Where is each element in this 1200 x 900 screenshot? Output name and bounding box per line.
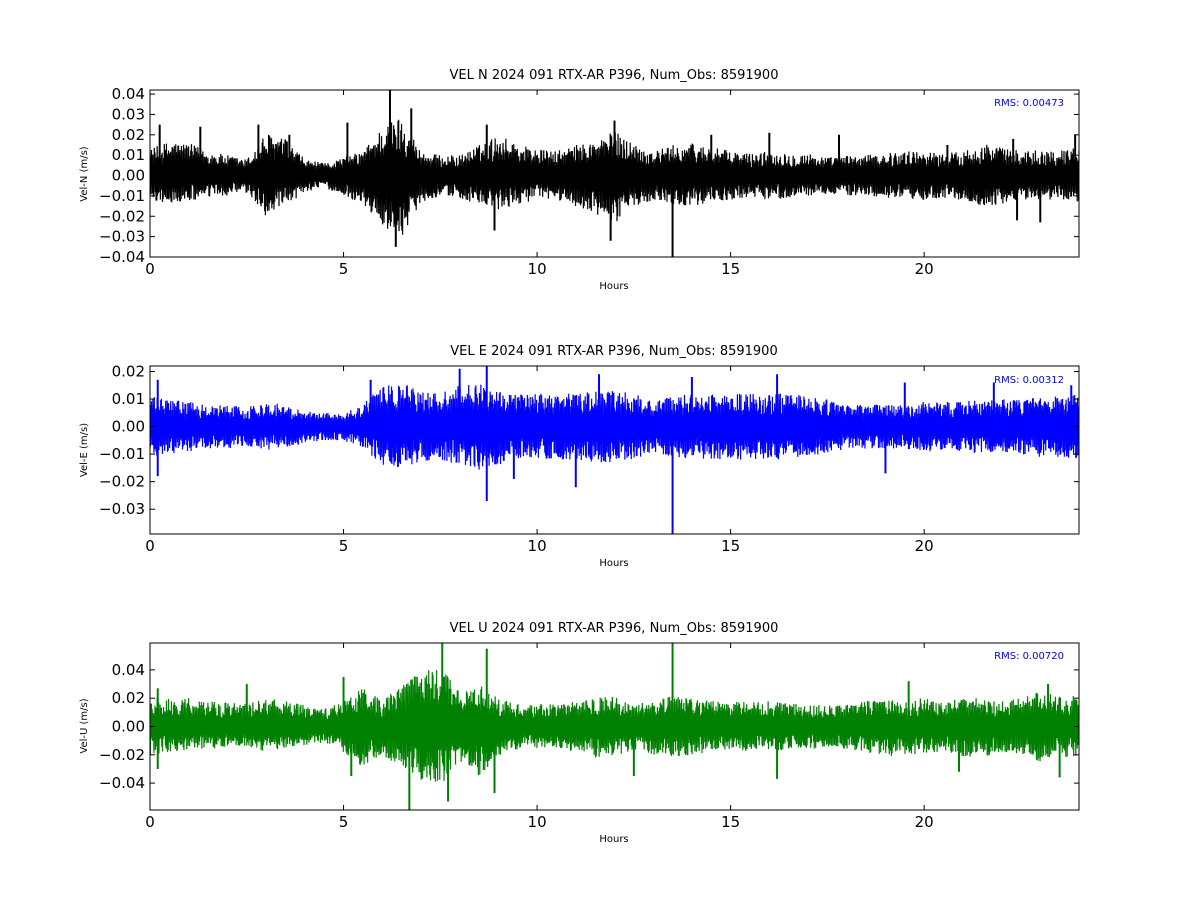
x-axis-label: Hours: [599, 281, 628, 292]
plot-frame: [149, 365, 1080, 535]
plot-marks: [150, 90, 1079, 257]
plot-frame: [149, 89, 1080, 258]
y-tick-label: 0.04: [112, 85, 145, 103]
x-tick-label: 20: [915, 537, 934, 555]
series-trace: [150, 384, 1079, 470]
plot-marks: [150, 366, 1079, 534]
x-tick-label: 20: [915, 813, 934, 831]
x-tick-label: 5: [339, 813, 349, 831]
y-tick-label: −0.02: [99, 746, 145, 764]
y-tick-label: 0.02: [112, 689, 145, 707]
panel-vel-u: VEL U 2024 091 RTX-AR P396, Num_Obs: 859…: [79, 621, 1080, 845]
y-axis-label: Vel-U (m/s): [79, 698, 90, 753]
x-tick-label: 10: [528, 260, 547, 278]
y-tick-label: 0.02: [112, 126, 145, 144]
rms-label: RMS: 0.00312: [994, 375, 1064, 386]
axis-ticks: 0 5 10 15 20 −0.04 −0.02 0.00 0.02 0.04: [99, 643, 1079, 831]
y-axis-label: Vel-N (m/s): [79, 146, 90, 201]
axis-ticks: 0 5 10 15 20 −0.04 −0.03 −0.02 −0.01 0.00 0.01 0.02…: [99, 85, 1079, 278]
x-tick-label: 15: [721, 813, 740, 831]
y-tick-label: 0.00: [112, 418, 145, 436]
plot-marks: [150, 643, 1079, 810]
y-tick-label: 0.04: [112, 661, 145, 679]
y-tick-label: −0.01: [99, 445, 145, 463]
y-tick-label: −0.04: [99, 774, 145, 792]
panel-vel-e: VEL E 2024 091 RTX-AR P396, Num_Obs: 859…: [79, 344, 1080, 569]
x-tick-label: 10: [528, 813, 547, 831]
y-tick-label: −0.02: [99, 207, 145, 225]
chart-title: VEL E 2024 091 RTX-AR P396, Num_Obs: 859…: [450, 344, 777, 359]
series-trace: [150, 670, 1079, 782]
y-tick-label: −0.02: [99, 473, 145, 491]
x-tick-label: 15: [721, 260, 740, 278]
y-tick-label: 0.02: [112, 363, 145, 381]
y-tick-label: 0.00: [112, 718, 145, 736]
x-tick-label: 10: [528, 537, 547, 555]
y-tick-label: 0.00: [112, 167, 145, 185]
rms-label: RMS: 0.00473: [994, 98, 1064, 109]
x-tick-label: 5: [339, 260, 349, 278]
x-axis-label: Hours: [599, 834, 628, 845]
x-tick-label: 0: [145, 537, 155, 555]
x-tick-label: 5: [339, 537, 349, 555]
x-tick-label: 20: [915, 260, 934, 278]
rms-label: RMS: 0.00720: [994, 651, 1064, 662]
plot-frame: [149, 642, 1080, 811]
x-tick-label: 15: [721, 537, 740, 555]
chart-title: VEL N 2024 091 RTX-AR P396, Num_Obs: 859…: [450, 68, 779, 83]
x-tick-label: 0: [145, 813, 155, 831]
axis-ticks: 0 5 10 15 20 −0.03 −0.02 −0.01 0.00 0.01 0.02: [99, 363, 1079, 555]
y-axis-label: Vel-E (m/s): [79, 423, 90, 477]
x-axis-label: Hours: [599, 558, 628, 569]
chart-title: VEL U 2024 091 RTX-AR P396, Num_Obs: 859…: [450, 621, 779, 636]
y-tick-label: 0.03: [112, 105, 145, 123]
y-tick-label: 0.01: [112, 390, 145, 408]
y-tick-label: −0.03: [99, 228, 145, 246]
y-tick-label: −0.01: [99, 187, 145, 205]
x-tick-label: 0: [145, 260, 155, 278]
y-tick-label: −0.04: [99, 248, 145, 266]
y-tick-label: 0.01: [112, 146, 145, 164]
y-tick-label: −0.03: [99, 500, 145, 518]
panel-vel-n: VEL N 2024 091 RTX-AR P396, Num_Obs: 859…: [79, 68, 1080, 292]
